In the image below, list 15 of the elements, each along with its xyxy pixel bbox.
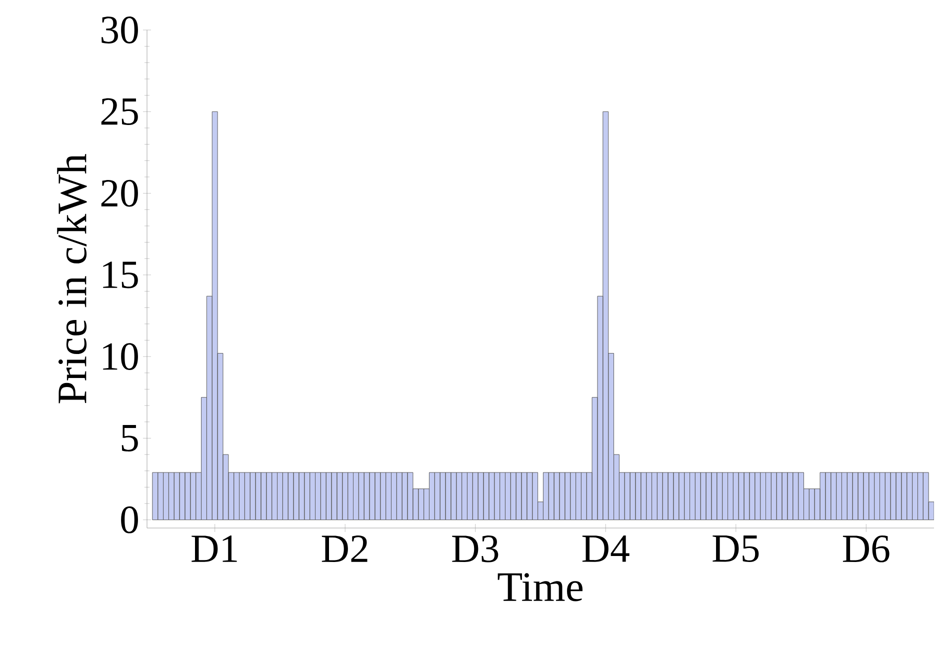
x-tick-label: D5 [712,536,759,562]
x-tick-label: D2 [322,536,368,562]
x-tick-label: D6 [842,536,890,562]
y-tick-label: 15 [103,262,138,288]
y-axis-title: Price in c/kWh [57,154,87,404]
x-axis-title: Time [498,573,582,602]
y-tick-label: 0 [121,506,138,534]
x-tick-label: D1 [192,536,237,562]
y-tick-label: 25 [101,98,138,126]
x-tick-label: D4 [582,536,630,562]
y-tick-label: 20 [101,180,138,207]
y-tick-label: 30 [102,16,138,44]
y-tick-label: 10 [103,343,138,370]
x-tick-label: D3 [452,536,498,562]
y-tick-label: 5 [122,424,138,452]
